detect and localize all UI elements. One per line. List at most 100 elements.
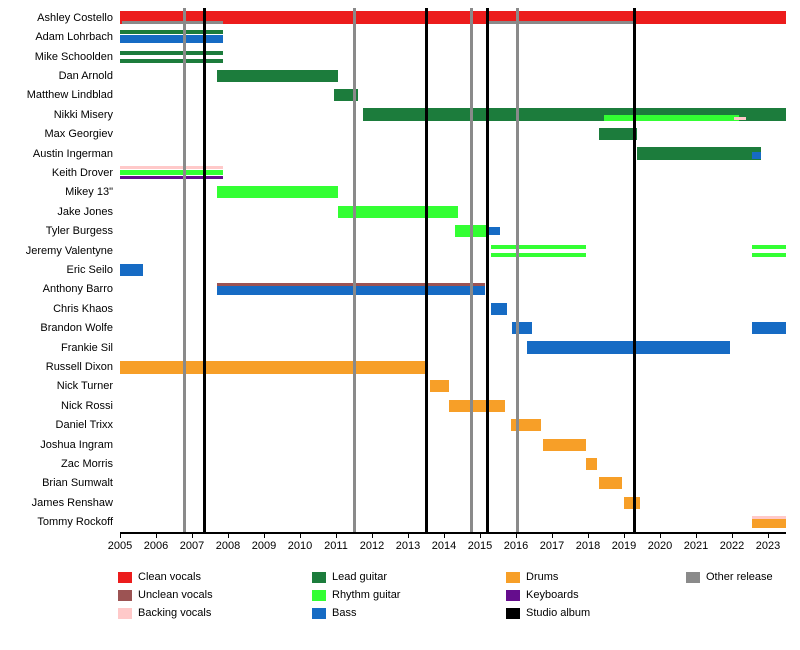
axis-year-label: 2019 [611, 540, 637, 552]
axis-year-label: 2014 [431, 540, 457, 552]
axis-year-label: 2009 [251, 540, 277, 552]
member-label: Eric Seilo [66, 264, 113, 276]
member-bar-rhythm-guitar [751, 252, 786, 257]
member-label: Matthew Lindblad [26, 89, 113, 102]
member-bar-backing-vocals [120, 166, 223, 170]
member-bar-lead-guitar [334, 89, 358, 102]
member-label: Jeremy Valentyne [25, 244, 113, 257]
member-label: Tyler Burgess [45, 225, 113, 238]
member-bar-keyboards [120, 176, 223, 180]
axis-tick [372, 534, 373, 538]
axis-tick [552, 534, 553, 538]
legend-swatch-rhythm-guitar [312, 590, 326, 601]
axis-year-label: 2010 [287, 540, 313, 552]
member-label: Jake Jones [57, 205, 113, 218]
axis-tick [408, 534, 409, 538]
member-bar-drums [751, 519, 786, 529]
legend-label-backing-vocals: Backing vocals [138, 607, 212, 619]
studio-album-line [485, 8, 489, 532]
member-bar-bass [490, 302, 507, 315]
other-release-line [352, 8, 356, 532]
axis-tick [624, 534, 625, 538]
axis-tick [516, 534, 517, 538]
member-label: Max Georgiev [44, 128, 113, 141]
member-bar-bass [751, 322, 786, 335]
studio-album-line [424, 8, 428, 532]
legend-label-lead-guitar: Lead guitar [332, 571, 388, 583]
member-label: Nick Turner [56, 380, 113, 393]
member-label: Joshua Ingram [40, 438, 113, 451]
member-bar-rhythm-guitar [217, 186, 338, 199]
legend-label-other-release: Other release [706, 571, 773, 583]
member-label: Frankie Sil [61, 341, 113, 354]
axis-tick [696, 534, 697, 538]
legend-swatch-backing-vocals [118, 608, 132, 619]
member-bar-drums [586, 458, 597, 471]
member-bar-other-release [121, 21, 223, 25]
member-bar-lead-guitar [598, 128, 637, 141]
legend-label-drums: Drums [526, 571, 559, 583]
member-bar-rhythm-guitar [120, 170, 223, 176]
member-label: Brian Sumwalt [42, 477, 113, 490]
legend-swatch-studio-album [506, 608, 520, 619]
member-bar-bass [217, 286, 486, 296]
member-bar-other-release [487, 21, 635, 25]
member-bar-drums [120, 360, 428, 374]
axis-year-label: 2007 [179, 540, 205, 552]
legend-swatch-drums [506, 572, 520, 583]
member-bar-drums [543, 438, 587, 451]
axis-tick [300, 534, 301, 538]
legend-label-rhythm-guitar: Rhythm guitar [332, 589, 401, 601]
legend-label-unclean-vocals: Unclean vocals [138, 589, 213, 601]
member-bar-bass [120, 35, 223, 44]
axis-tick [228, 534, 229, 538]
member-bar-lead-guitar [217, 69, 338, 82]
member-bar-lead-guitar [120, 50, 223, 55]
member-label: Adam Lohrbach [35, 31, 113, 44]
axis-tick [336, 534, 337, 538]
member-label: Anthony Barro [42, 283, 113, 296]
member-bar-unclean-vocals [217, 282, 486, 286]
member-bar-bass [526, 341, 731, 355]
other-release-line [183, 8, 187, 532]
axis-tick [264, 534, 265, 538]
axis-year-label: 2015 [467, 540, 493, 552]
axis-year-label: 2018 [575, 540, 601, 552]
member-bar-drums [624, 496, 641, 509]
axis-tick [660, 534, 661, 538]
member-bar-rhythm-guitar [337, 205, 459, 218]
legend-label-studio-album: Studio album [526, 607, 591, 619]
axis-tick [120, 534, 121, 538]
axis-tick [732, 534, 733, 538]
legend-label-bass: Bass [332, 607, 357, 619]
member-label: Daniel Trixx [55, 419, 113, 432]
member-label: Dan Arnold [58, 69, 113, 82]
axis-year-label: 2008 [215, 540, 241, 552]
member-label: Russell Dixon [45, 361, 113, 374]
axis-year-label: 2016 [503, 540, 529, 552]
axis-tick [768, 534, 769, 538]
axis-year-label: 2011 [324, 540, 348, 552]
member-label: Nikki Misery [53, 108, 113, 121]
x-axis-line [120, 532, 786, 534]
legend-swatch-keyboards [506, 590, 520, 601]
legend-swatch-other-release [686, 572, 700, 583]
member-bar-lead-guitar [636, 147, 761, 161]
axis-year-label: 2017 [539, 540, 565, 552]
member-bar-rhythm-guitar [751, 244, 786, 249]
member-label: Tommy Rockoff [37, 516, 113, 529]
axis-year-label: 2012 [359, 540, 385, 552]
other-release-line [469, 8, 473, 532]
other-release-line [516, 8, 520, 532]
legend-label-clean-vocals: Clean vocals [138, 571, 201, 583]
axis-year-label: 2022 [719, 540, 745, 552]
member-bar-backing-vocals [751, 515, 786, 519]
legend-swatch-clean-vocals [118, 572, 132, 583]
member-bar-drums [449, 399, 506, 412]
member-label: Ashley Costello [37, 11, 113, 24]
axis-tick [192, 534, 193, 538]
axis-year-label: 2013 [395, 540, 421, 552]
member-label: James Renshaw [31, 496, 113, 509]
axis-tick [444, 534, 445, 538]
axis-tick [156, 534, 157, 538]
